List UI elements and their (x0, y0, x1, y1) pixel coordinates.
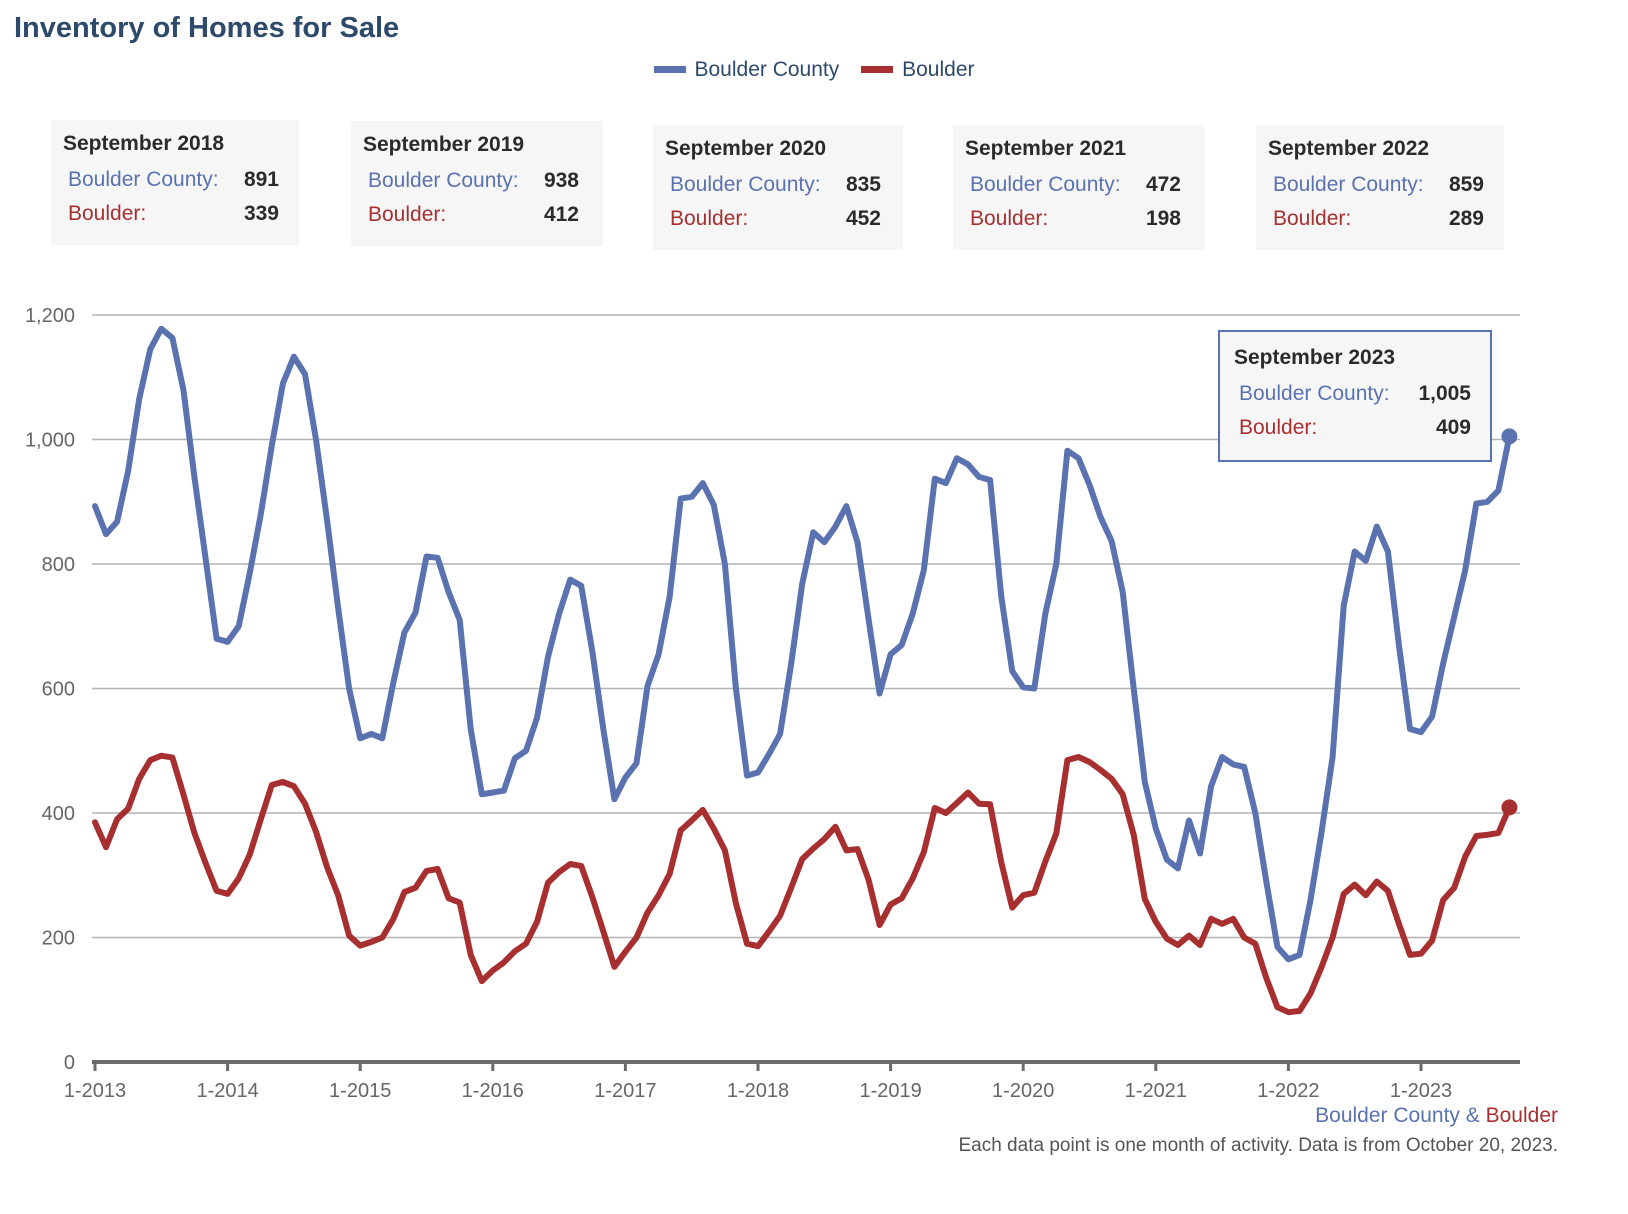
summary-bc-label: Boulder County: (368, 169, 519, 192)
x-tick-label: 1-2014 (196, 1080, 258, 1102)
y-tick-label: 600 (42, 679, 75, 701)
summary-title: September 2018 (63, 132, 225, 155)
summary-b-value: 289 (1448, 207, 1484, 230)
y-tick-label: 1,200 (25, 305, 75, 327)
summary-box-2021: September 2021 Boulder County: 472 Boulde… (953, 125, 1205, 250)
summary-b-value: 452 (845, 207, 881, 230)
summary-box-2018: September 2018 Boulder County: 891 Boulde… (51, 120, 299, 245)
chart-title: Inventory of Homes for Sale (14, 12, 400, 44)
x-tick-label: 1-2013 (64, 1080, 126, 1102)
summary-bc-label: Boulder County: (1273, 173, 1424, 196)
footer-series-b: Boulder (1485, 1104, 1558, 1127)
legend-label: Boulder County (694, 57, 840, 81)
summary-bc-label: Boulder County: (68, 168, 219, 191)
series-lines (92, 325, 1513, 1016)
x-tick-label: 1-2017 (594, 1080, 656, 1102)
summary-b-value: 339 (243, 202, 279, 225)
series-line-boulder-county (92, 325, 1513, 963)
summary-bc-label: Boulder County: (670, 173, 821, 196)
legend-item-boulder[interactable]: Boulder (861, 57, 975, 82)
footer-amp: & (1459, 1104, 1486, 1127)
tooltip-b-value: 409 (1435, 416, 1471, 439)
x-axis: 1-2013 1-2014 1-2015 1-2016 1-2017 1-2018 1-20… (64, 1060, 1520, 1102)
summary-bc-label: Boulder County: (970, 173, 1121, 196)
end-points (1501, 428, 1518, 816)
x-tick-label: 1-2021 (1125, 1080, 1187, 1102)
x-tick-label: 1-2023 (1390, 1080, 1452, 1102)
summary-b-label: Boulder: (68, 202, 147, 225)
y-tick-label: 200 (42, 928, 75, 950)
summary-b-value: 198 (1145, 207, 1181, 230)
x-tick-label: 1-2018 (727, 1080, 789, 1102)
x-tick-label: 1-2020 (992, 1080, 1054, 1102)
summary-box-2022: September 2022 Boulder County: 859 Boulde… (1256, 125, 1504, 250)
summary-box-2020: September 2020 Boulder County: 835 Boulde… (653, 125, 903, 250)
x-tick-label: 1-2015 (329, 1080, 391, 1102)
tooltip-bc-value: 1,005 (1418, 382, 1471, 405)
summary-b-label: Boulder: (670, 207, 749, 230)
summary-title: September 2019 (363, 133, 525, 156)
tooltip-title: September 2023 (1234, 346, 1396, 369)
x-tick-label: 1-2019 (859, 1080, 921, 1102)
footer-series-a: Boulder County (1315, 1104, 1460, 1127)
legend-swatch-boulder (861, 66, 894, 73)
footer-note: Each data point is one month of activity… (958, 1135, 1558, 1156)
tooltip-b-label: Boulder: (1239, 416, 1318, 439)
tooltip-bc-label: Boulder County: (1239, 382, 1390, 405)
x-tick-label: 1-2022 (1257, 1080, 1319, 1102)
summary-bc-value: 835 (845, 173, 881, 196)
summary-b-label: Boulder: (368, 203, 447, 226)
y-tick-label: 0 (64, 1052, 75, 1074)
legend-label: Boulder (902, 57, 975, 81)
tooltip-september-2023: September 2023 Boulder County: 1,005 Boul… (1218, 330, 1492, 462)
legend-swatch-boulder-county (653, 66, 686, 73)
y-tick-label: 1,000 (25, 430, 75, 452)
summary-b-label: Boulder: (970, 207, 1049, 230)
legend-item-boulder-county[interactable]: Boulder County (653, 57, 840, 82)
end-point-boulder (1501, 799, 1518, 816)
summary-b-label: Boulder: (1273, 207, 1352, 230)
summary-b-value: 412 (543, 203, 579, 226)
end-point-boulder-county (1501, 428, 1518, 445)
summary-bc-value: 938 (543, 169, 579, 192)
legend: Boulder County Boulder (0, 55, 1628, 82)
summary-box-2019: September 2019 Boulder County: 938 Boulde… (351, 121, 603, 246)
summary-title: September 2022 (1268, 137, 1430, 160)
y-axis: 0 200 400 600 800 1,000 1,200 (25, 305, 75, 1074)
summary-title: September 2021 (965, 137, 1127, 160)
summary-bc-value: 891 (243, 168, 279, 191)
summary-bc-value: 472 (1145, 173, 1181, 196)
footer-series-caption: Boulder County & Boulder (1315, 1104, 1558, 1128)
y-tick-label: 400 (42, 803, 75, 825)
summary-bc-value: 859 (1448, 173, 1484, 196)
x-tick-label: 1-2016 (462, 1080, 524, 1102)
summary-title: September 2020 (665, 137, 827, 160)
series-line-boulder (92, 752, 1513, 1016)
y-tick-label: 800 (42, 554, 75, 576)
